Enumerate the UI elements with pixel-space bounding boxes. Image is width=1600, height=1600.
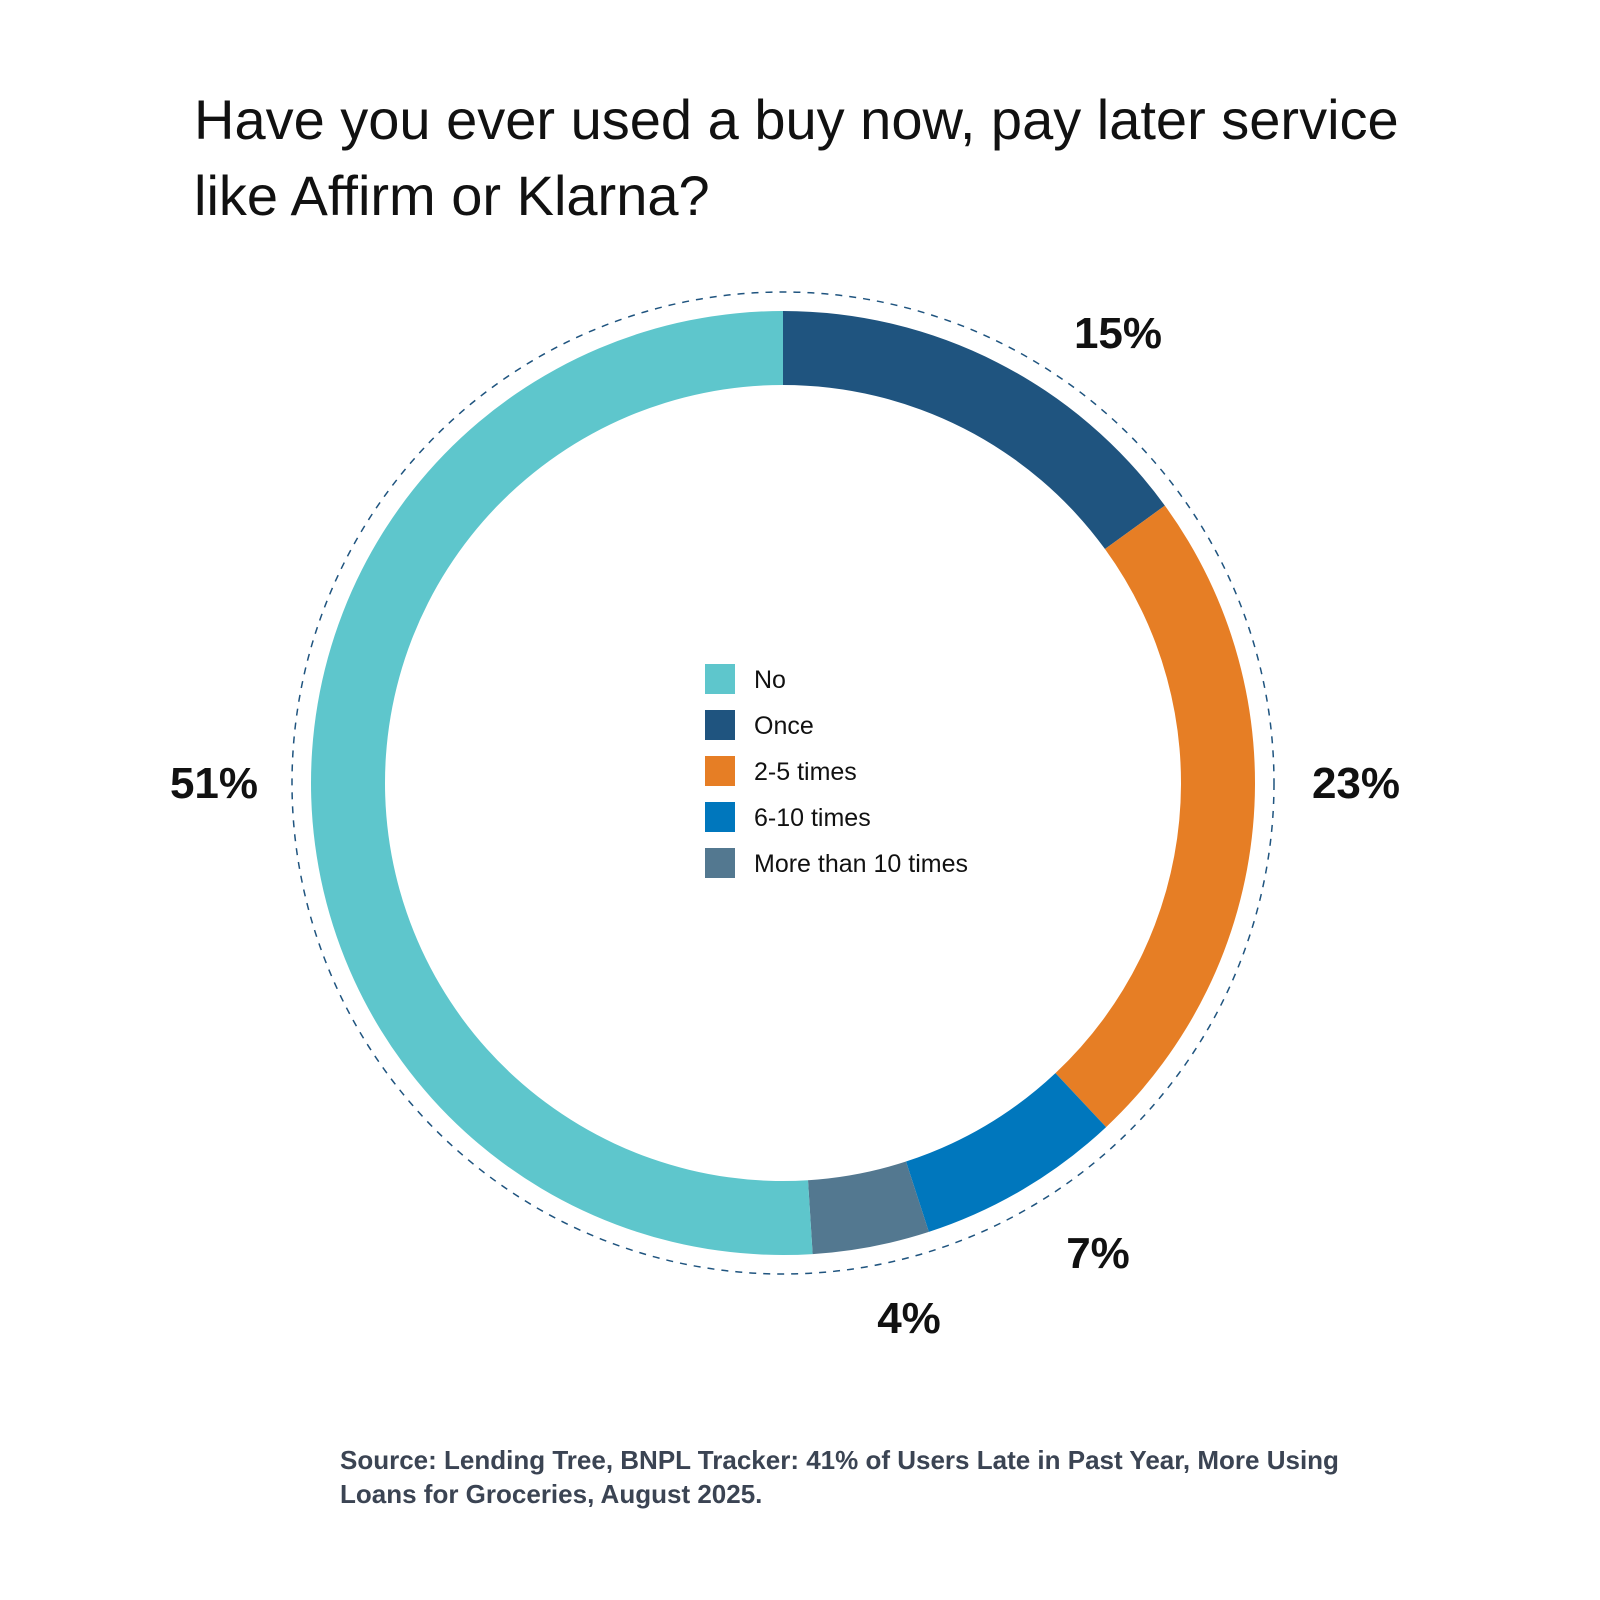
percentage-labels: 15% 23% 7% 4% 51% <box>170 309 1400 1343</box>
dashed-outline-ring <box>291 291 1275 1275</box>
pct-label-more-than-10-times: 4% <box>877 1294 941 1343</box>
legend-swatch-2-5-times <box>705 756 735 786</box>
slice-no <box>310 311 813 1255</box>
legend-swatch-no <box>705 664 735 694</box>
legend-swatch-6-10-times <box>705 802 735 832</box>
legend-swatch-once <box>705 710 735 740</box>
legend: No Once 2-5 times 6-10 times More than 10 ti… <box>705 664 968 878</box>
donut-slices <box>310 311 1255 1255</box>
legend-label-more-than-10-times: More than 10 times <box>754 850 968 878</box>
pct-label-6-10-times: 7% <box>1066 1229 1130 1278</box>
source-note: Source: Lending Tree, BNPL Tracker: 41% … <box>340 1445 1339 1509</box>
legend-label-no: No <box>754 666 786 694</box>
pct-label-2-5-times: 23% <box>1312 759 1400 808</box>
legend-label-once: Once <box>754 712 814 740</box>
legend-label-6-10-times: 6-10 times <box>754 804 871 832</box>
slice-6-10-times <box>905 1073 1107 1232</box>
pct-label-once: 15% <box>1074 309 1162 358</box>
slice-2-5-times <box>1055 505 1255 1128</box>
slice-once <box>783 311 1165 550</box>
legend-label-2-5-times: 2-5 times <box>754 758 857 786</box>
legend-swatch-more-than-10-times <box>705 848 735 878</box>
slice-more-than-10-times <box>807 1161 929 1255</box>
chart-title: Have you ever used a buy now, pay later … <box>194 88 1399 227</box>
pct-label-no: 51% <box>170 759 258 808</box>
